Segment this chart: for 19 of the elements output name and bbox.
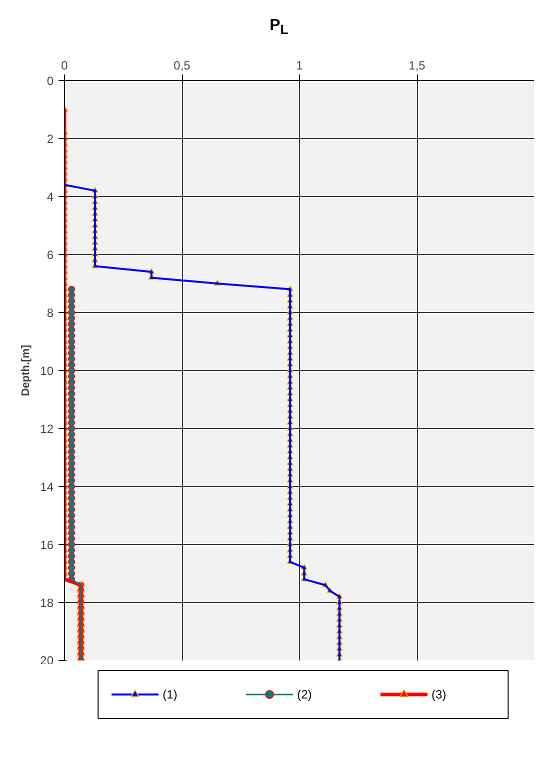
x-tick-label: 1 <box>296 58 304 72</box>
x-tick-label: 0 <box>61 58 68 72</box>
y-tick-label: 2 <box>46 132 54 146</box>
y-tick-label: 12 <box>40 422 54 436</box>
y-tick-label: 14 <box>40 480 54 494</box>
y-tick-label: 18 <box>40 596 54 610</box>
legend-label: (1) <box>162 688 178 702</box>
y-axis-title: Depth.[m] <box>20 344 32 396</box>
y-tick-label: 16 <box>40 538 54 552</box>
y-tick-label: 0 <box>46 74 54 88</box>
y-tick-label: 8 <box>46 306 54 320</box>
y-tick-label: 4 <box>46 190 54 204</box>
x-tick-label: 0,5 <box>174 58 191 72</box>
legend-label: (3) <box>432 688 446 702</box>
y-tick-label: 6 <box>46 248 54 262</box>
chart-title: P$_{L}$ <box>268 16 290 40</box>
legend-label: (2) <box>297 688 312 702</box>
y-tick-label: 10 <box>40 364 54 378</box>
x-tick-label: 1,5 <box>408 58 426 72</box>
